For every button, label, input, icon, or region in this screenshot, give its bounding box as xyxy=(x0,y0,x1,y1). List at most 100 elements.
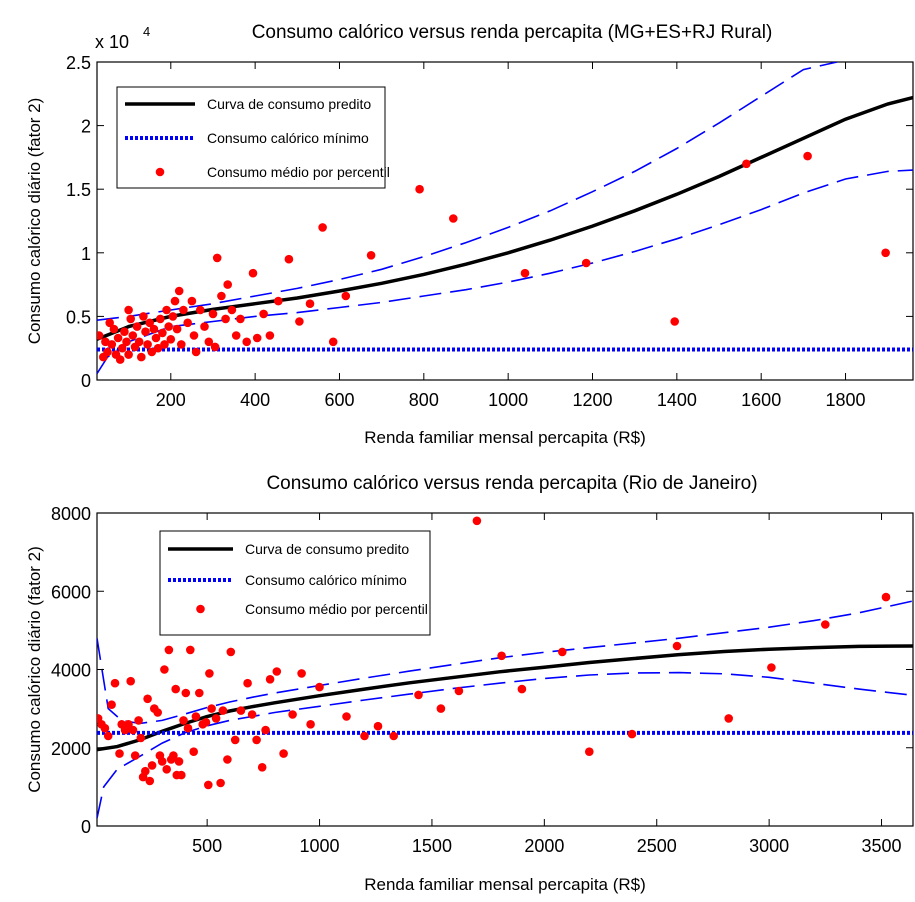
data-point xyxy=(162,765,171,774)
data-point xyxy=(147,761,157,770)
data-point xyxy=(208,309,218,319)
data-point xyxy=(145,318,154,328)
data-point xyxy=(156,314,165,324)
data-point xyxy=(261,725,270,735)
data-point xyxy=(881,592,891,602)
data-point xyxy=(124,305,133,315)
data-point xyxy=(134,337,144,347)
x-tick-label: 400 xyxy=(240,390,270,410)
x-tick-label: 600 xyxy=(324,390,354,410)
data-point xyxy=(126,314,135,324)
data-point xyxy=(177,770,186,780)
data-point xyxy=(122,337,131,347)
data-point xyxy=(128,725,138,735)
data-point xyxy=(517,684,527,694)
upper-confidence-bound xyxy=(97,600,913,725)
data-point xyxy=(153,343,163,353)
data-point xyxy=(243,678,252,688)
x-tick-label: 1000 xyxy=(300,836,340,856)
data-point xyxy=(236,314,245,324)
data-point xyxy=(210,342,220,352)
data-point xyxy=(162,305,171,315)
data-point xyxy=(204,780,213,790)
lower-confidence-bound xyxy=(97,671,913,819)
x-tick-label: 3000 xyxy=(749,836,789,856)
data-point xyxy=(226,647,236,657)
data-point xyxy=(360,731,369,741)
data-point xyxy=(196,305,205,315)
x-tick-label: 2500 xyxy=(637,836,677,856)
upper-confidence-bound xyxy=(97,62,838,321)
data-point xyxy=(205,669,214,678)
data-point xyxy=(174,757,184,766)
data-point xyxy=(168,312,178,321)
data-point xyxy=(172,324,182,334)
x-axis-label: Renda familiar mensal percapita (R$) xyxy=(364,428,646,447)
data-point xyxy=(227,305,237,315)
data-point xyxy=(259,309,268,319)
data-point xyxy=(153,708,162,717)
data-point xyxy=(126,676,135,686)
y-tick-label: 2 xyxy=(81,117,91,137)
data-point xyxy=(767,663,776,672)
data-point xyxy=(295,317,304,326)
data-point xyxy=(141,766,150,776)
y-axis-multiplier-exponent: 4 xyxy=(143,24,150,39)
data-point xyxy=(132,322,142,331)
data-point xyxy=(223,280,232,289)
data-point xyxy=(207,704,216,713)
data-point xyxy=(230,735,240,745)
data-point xyxy=(389,731,399,741)
x-tick-label: 1500 xyxy=(412,836,452,856)
data-point xyxy=(130,751,140,760)
data-point xyxy=(217,291,226,301)
data-point xyxy=(306,720,315,729)
data-point xyxy=(236,706,246,715)
data-point xyxy=(147,347,157,357)
x-tick-label: 1400 xyxy=(657,390,697,410)
data-point xyxy=(305,299,315,309)
data-point xyxy=(265,331,275,340)
data-point xyxy=(189,331,199,340)
data-point xyxy=(221,314,230,324)
data-point xyxy=(136,733,146,743)
data-point xyxy=(881,248,890,258)
data-point xyxy=(274,296,283,306)
plot-area xyxy=(97,516,913,819)
data-point xyxy=(143,694,152,704)
data-point xyxy=(166,335,176,344)
data-point xyxy=(145,776,155,786)
data-point xyxy=(103,347,112,357)
y-tick-label: 0.5 xyxy=(66,307,91,327)
data-point xyxy=(189,747,198,756)
data-point xyxy=(284,254,294,264)
data-point xyxy=(158,328,167,338)
data-point xyxy=(627,729,637,739)
data-point xyxy=(472,516,482,526)
data-point xyxy=(97,331,104,340)
data-point xyxy=(724,714,733,723)
data-point xyxy=(212,253,222,263)
data-point xyxy=(257,763,267,772)
chart-rural: 200 400 600 800 1000 1200 1400 1600 1800 0 0.5 1 1.5… xyxy=(25,22,914,447)
chart-title: Consumo calórico versus renda percapita … xyxy=(266,473,757,494)
data-point xyxy=(100,723,110,733)
data-point xyxy=(581,258,591,268)
y-tick-label: 6000 xyxy=(51,582,91,602)
y-tick-label: 0 xyxy=(81,817,91,837)
data-point xyxy=(105,318,114,328)
data-point xyxy=(107,340,117,349)
data-point xyxy=(231,331,241,340)
data-point xyxy=(137,352,146,362)
data-point xyxy=(187,296,197,306)
data-point xyxy=(449,214,458,223)
data-point xyxy=(157,757,167,766)
legend-entry-label: Consumo médio por percentil xyxy=(245,601,428,617)
data-point xyxy=(216,778,225,788)
x-tick-label: 1600 xyxy=(741,390,781,410)
data-point xyxy=(191,712,201,721)
data-point xyxy=(134,716,143,725)
data-point xyxy=(672,641,682,651)
data-point xyxy=(252,735,261,745)
x-tick-label: 3500 xyxy=(862,836,902,856)
